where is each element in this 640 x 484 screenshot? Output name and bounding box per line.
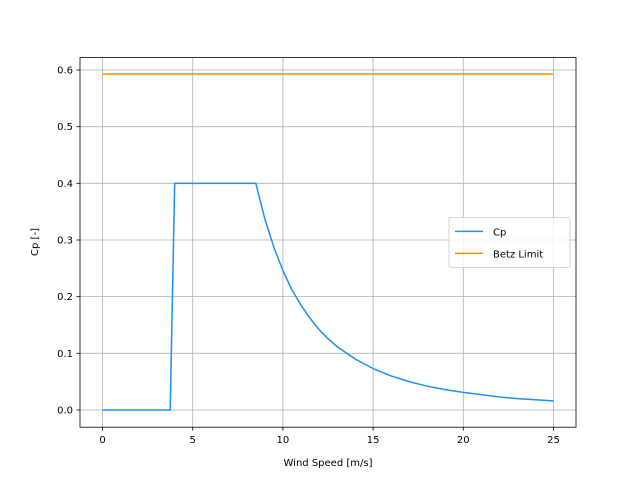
- y-axis-label: Cp [-]: [30, 228, 41, 256]
- legend-box: [448, 216, 571, 268]
- x-tick-label: 5: [190, 435, 196, 446]
- plot-frame: [79, 57, 577, 428]
- data-line: [102, 182, 554, 411]
- legend-label: Betz Limit: [493, 249, 543, 260]
- legend-label: Cp: [493, 227, 506, 238]
- x-tick-label: 15: [367, 435, 380, 446]
- x-tick-label: 20: [457, 435, 470, 446]
- x-tick-label: 10: [277, 435, 290, 446]
- y-tick-label: 0.2: [57, 292, 73, 303]
- y-tick-label: 0.3: [57, 235, 73, 246]
- x-tick-label: 0: [99, 435, 105, 446]
- x-axis-label: Wind Speed [m/s]: [284, 458, 373, 469]
- x-tick-label: 25: [547, 435, 560, 446]
- y-tick-label: 0.1: [57, 349, 73, 360]
- y-tick-label: 0.5: [57, 122, 73, 133]
- y-tick-label: 0.0: [57, 405, 73, 416]
- y-tick-label: 0.6: [57, 66, 73, 77]
- y-tick-label: 0.4: [57, 179, 73, 190]
